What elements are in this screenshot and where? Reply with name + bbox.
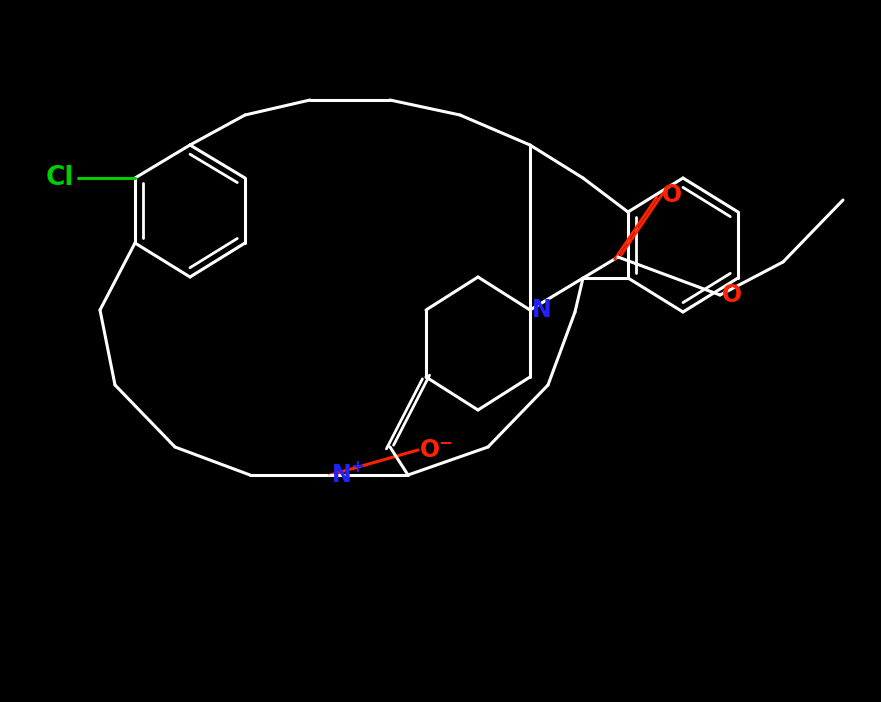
Text: −: − [438,433,452,451]
Text: Cl: Cl [46,165,74,191]
Text: O: O [662,183,682,207]
Text: O: O [722,283,742,307]
Text: O: O [420,438,440,462]
Text: N: N [332,463,352,487]
Text: +: + [350,458,364,476]
Text: N: N [532,298,552,322]
